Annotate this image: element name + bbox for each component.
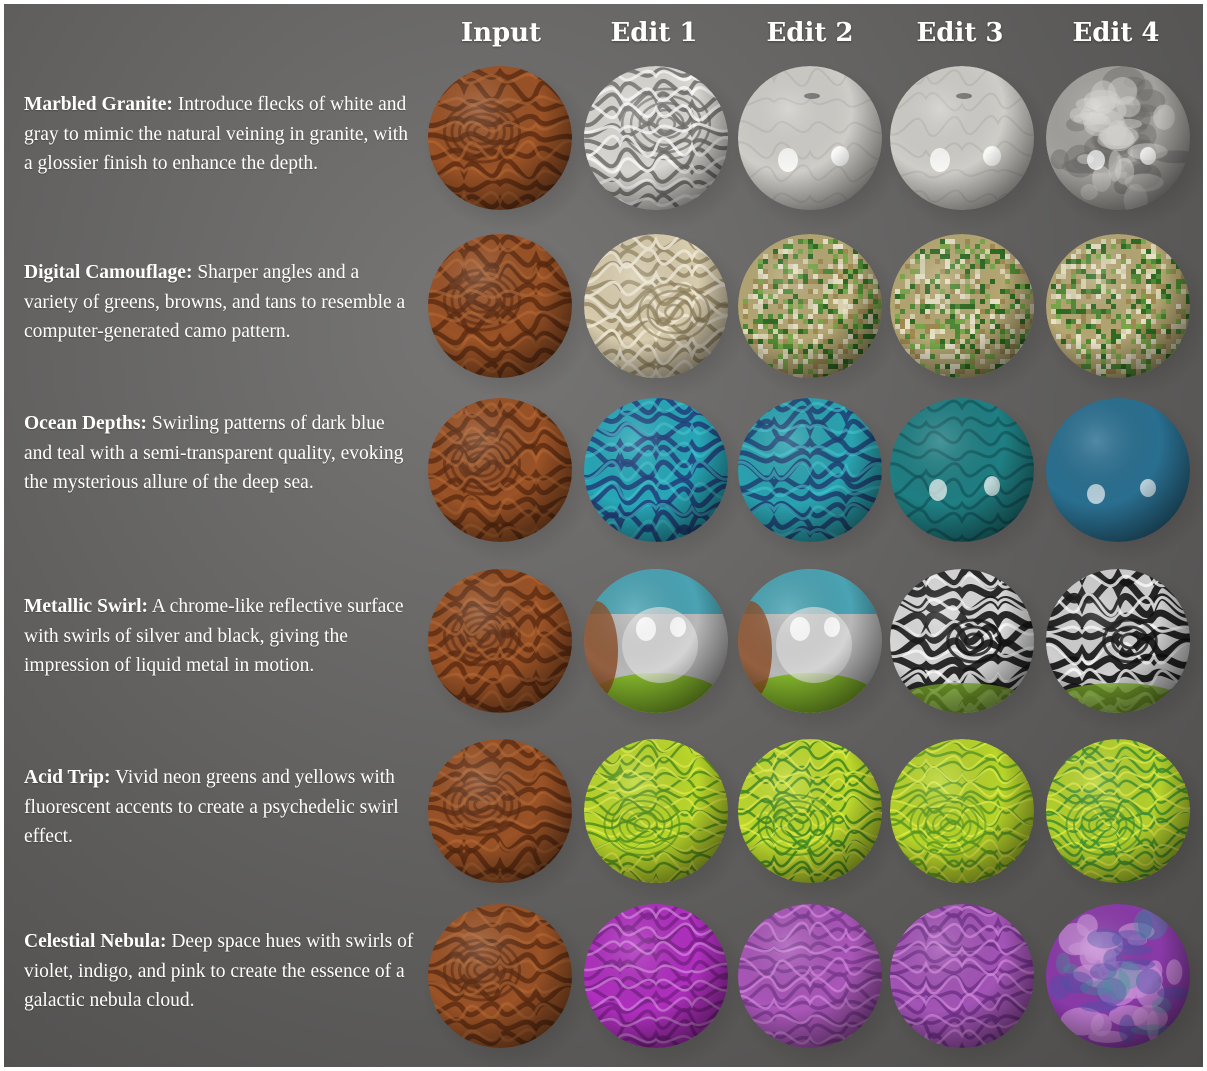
sphere-violet-swirl-row6-col3 xyxy=(732,902,904,1067)
row-description: Swirling patterns of dark blue and teal … xyxy=(24,413,404,493)
row-description: Introduce flecks of white and gray to mi… xyxy=(24,94,408,174)
row-description: A chrome-like reflective surface with sw… xyxy=(24,596,404,676)
sphere-chrome-swirl-row4-col4 xyxy=(884,567,1056,735)
sphere-glossy-teal-row3-col4 xyxy=(884,396,1056,564)
sphere-marble-swirl-row1-col2 xyxy=(578,64,750,232)
sphere-neon-swirl-row5-col2 xyxy=(578,737,750,905)
sphere-tan-swirl-row2-col2 xyxy=(578,232,750,400)
sphere-wood-swirl-row3-col1 xyxy=(422,396,594,564)
sphere-violet-swirl-row6-col4 xyxy=(884,902,1056,1067)
sphere-granite-row1-col5 xyxy=(1040,64,1203,232)
row-title: Celestial Nebula: xyxy=(24,931,167,952)
row-caption-digital-camouflage: Digital Camouflage: Sharper angles and a… xyxy=(24,258,416,347)
row-description: Sharper angles and a variety of greens, … xyxy=(24,262,406,342)
row-description: Vivid neon greens and yellows with fluor… xyxy=(24,767,399,847)
sphere-chrome-row4-col3 xyxy=(732,567,904,735)
row-description: Deep space hues with swirls of violet, i… xyxy=(24,931,414,1011)
sphere-neon-swirl-row5-col4 xyxy=(884,737,1056,905)
column-header-edit-4: Edit 4 xyxy=(1072,18,1160,48)
material-edit-figure: Input Edit 1 Edit 2 Edit 3 Edit 4 Marble… xyxy=(4,4,1203,1067)
sphere-neon-swirl-row5-col5 xyxy=(1040,737,1203,905)
column-header-edit-1: Edit 1 xyxy=(610,18,698,48)
row-caption-acid-trip: Acid Trip: Vivid neon greens and yellows… xyxy=(24,763,416,852)
row-title: Ocean Depths: xyxy=(24,413,147,434)
row-caption-marbled-granite: Marbled Granite: Introduce flecks of whi… xyxy=(24,90,416,179)
sphere-glossy-marble-row1-col3 xyxy=(732,64,904,232)
column-header-edit-2: Edit 2 xyxy=(766,18,854,48)
sphere-glossy-marble-row1-col4 xyxy=(884,64,1056,232)
row-caption-ocean-depths: Ocean Depths: Swirling patterns of dark … xyxy=(24,409,416,498)
column-header-edit-3: Edit 3 xyxy=(916,18,1004,48)
sphere-wood-swirl-row1-col1 xyxy=(422,64,594,232)
sphere-wood-swirl-row4-col1 xyxy=(422,567,594,735)
row-title: Marbled Granite: xyxy=(24,94,173,115)
sphere-chrome-row4-col2 xyxy=(578,567,750,735)
sphere-wood-swirl-row6-col1 xyxy=(422,902,594,1067)
sphere-violet-swirl-row6-col2 xyxy=(578,902,750,1067)
sphere-pixel-camo-row2-col5 xyxy=(1040,232,1203,400)
column-header-input: Input xyxy=(460,18,542,48)
sphere-wood-swirl-row5-col1 xyxy=(422,737,594,905)
sphere-teal-swirl-row3-col3 xyxy=(732,396,904,564)
sphere-chrome-swirl-row4-col5 xyxy=(1040,567,1203,735)
sphere-wood-swirl-row2-col1 xyxy=(422,232,594,400)
sphere-neon-swirl-row5-col3 xyxy=(732,737,904,905)
row-title: Acid Trip: xyxy=(24,767,111,788)
sphere-nebula-mottle-row6-col5 xyxy=(1040,902,1203,1067)
sphere-glossy-blue-row3-col5 xyxy=(1040,396,1203,564)
sphere-pixel-camo-row2-col3 xyxy=(732,232,904,400)
row-caption-metallic-swirl: Metallic Swirl: A chrome-like reflective… xyxy=(24,592,416,681)
row-title: Digital Camouflage: xyxy=(24,262,193,283)
row-caption-celestial-nebula: Celestial Nebula: Deep space hues with s… xyxy=(24,927,416,1016)
sphere-teal-swirl-row3-col2 xyxy=(578,396,750,564)
sphere-pixel-camo-row2-col4 xyxy=(884,232,1056,400)
row-title: Metallic Swirl: xyxy=(24,596,148,617)
